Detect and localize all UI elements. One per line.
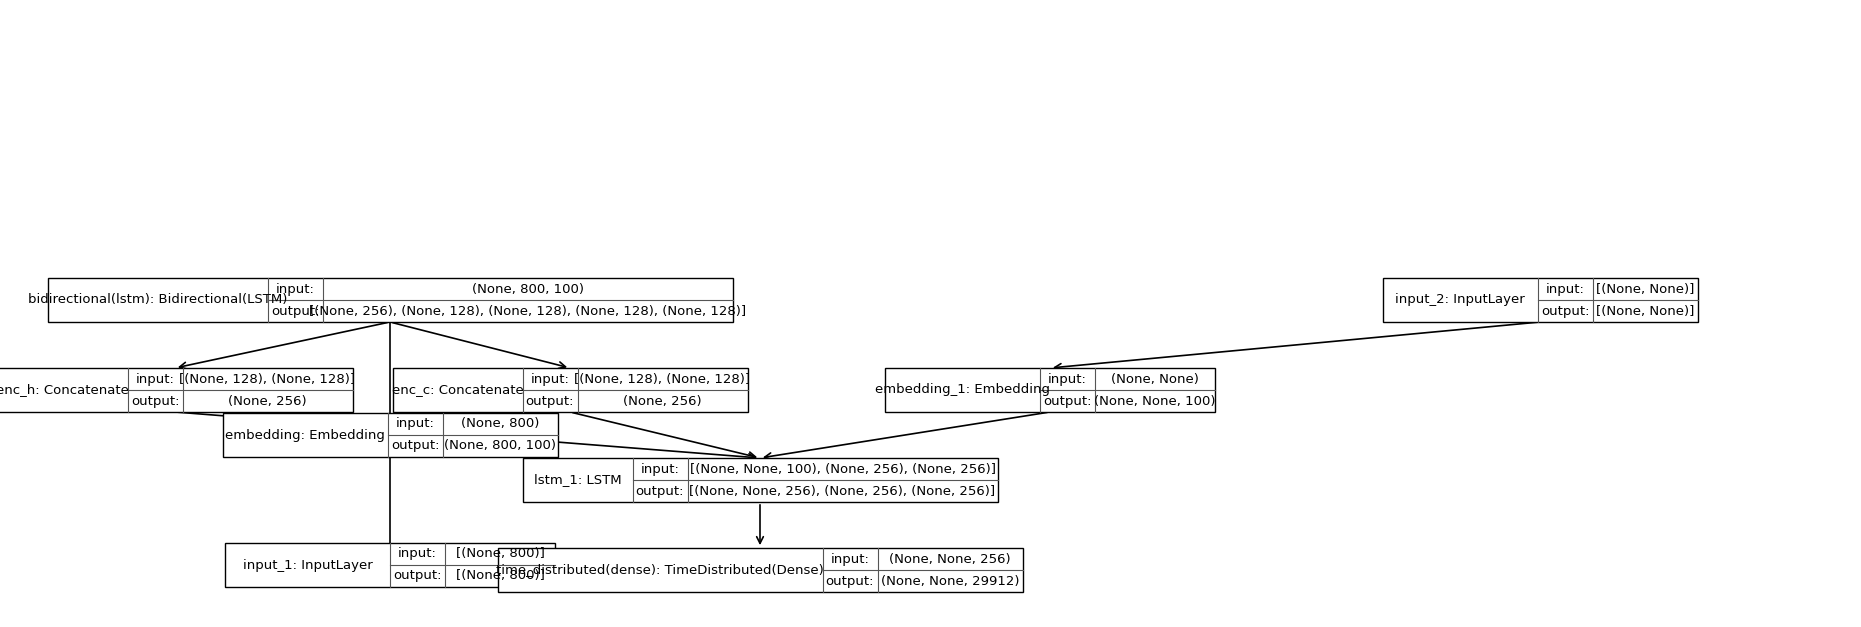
Text: input:: input:: [530, 372, 569, 386]
Text: [(None, 256), (None, 128), (None, 128), (None, 128), (None, 128)]: [(None, 256), (None, 128), (None, 128), …: [309, 305, 746, 317]
Text: [(None, 128), (None, 128)]: [(None, 128), (None, 128)]: [179, 372, 355, 386]
Text: input_2: InputLayer: input_2: InputLayer: [1396, 293, 1524, 307]
Text: output:: output:: [130, 394, 179, 408]
Bar: [886, 368, 1215, 412]
Text: input:: input:: [830, 552, 869, 566]
Text: (None, 800): (None, 800): [462, 418, 540, 431]
Text: output:: output:: [636, 485, 685, 497]
Bar: [48, 278, 733, 322]
Bar: [497, 548, 1022, 592]
Bar: [523, 458, 997, 502]
Text: embedding: Embedding: embedding: Embedding: [225, 428, 385, 441]
Text: (None, 256): (None, 256): [623, 394, 702, 408]
Text: input:: input:: [640, 463, 679, 475]
Text: [(None, None)]: [(None, None)]: [1597, 283, 1694, 295]
Text: input_1: InputLayer: input_1: InputLayer: [242, 559, 372, 571]
Text: input:: input:: [1546, 283, 1584, 295]
Text: input:: input:: [398, 547, 437, 561]
Text: [(None, 800)]: [(None, 800)]: [456, 569, 545, 582]
Text: [(None, None, 100), (None, 256), (None, 256)]: [(None, None, 100), (None, 256), (None, …: [689, 463, 996, 475]
Text: (None, 800, 100): (None, 800, 100): [445, 440, 556, 453]
Bar: [393, 368, 748, 412]
Text: [(None, None, 256), (None, 256), (None, 256)]: [(None, None, 256), (None, 256), (None, …: [689, 485, 996, 497]
Bar: [1383, 278, 1697, 322]
Text: (None, 800, 100): (None, 800, 100): [471, 283, 584, 295]
Text: enc_h: Concatenate: enc_h: Concatenate: [0, 384, 128, 396]
Bar: [0, 368, 352, 412]
Text: output:: output:: [1044, 394, 1092, 408]
Text: output:: output:: [1541, 305, 1589, 317]
Text: input:: input:: [275, 283, 315, 295]
Bar: [223, 413, 558, 457]
Text: [(None, None)]: [(None, None)]: [1597, 305, 1694, 317]
Text: bidirectional(lstm): Bidirectional(LSTM): bidirectional(lstm): Bidirectional(LSTM): [28, 293, 287, 307]
Text: time_distributed(dense): TimeDistributed(Dense): time_distributed(dense): TimeDistributed…: [497, 564, 824, 576]
Bar: [225, 543, 555, 587]
Text: input:: input:: [396, 418, 434, 431]
Text: (None, None, 100): (None, None, 100): [1094, 394, 1215, 408]
Text: output:: output:: [826, 574, 875, 587]
Text: embedding_1: Embedding: embedding_1: Embedding: [875, 384, 1050, 396]
Text: lstm_1: LSTM: lstm_1: LSTM: [534, 473, 622, 487]
Text: [(None, 800)]: [(None, 800)]: [456, 547, 545, 561]
Text: input:: input:: [1048, 372, 1087, 386]
Text: (None, None, 29912): (None, None, 29912): [880, 574, 1020, 587]
Text: enc_c: Concatenate: enc_c: Concatenate: [391, 384, 523, 396]
Text: [(None, 128), (None, 128)]: [(None, 128), (None, 128)]: [575, 372, 750, 386]
Text: output:: output:: [527, 394, 575, 408]
Text: output:: output:: [270, 305, 320, 317]
Text: (None, None, 256): (None, None, 256): [890, 552, 1011, 566]
Text: input:: input:: [136, 372, 175, 386]
Text: (None, None): (None, None): [1111, 372, 1198, 386]
Text: output:: output:: [393, 569, 441, 582]
Text: (None, 256): (None, 256): [229, 394, 307, 408]
Text: output:: output:: [391, 440, 439, 453]
